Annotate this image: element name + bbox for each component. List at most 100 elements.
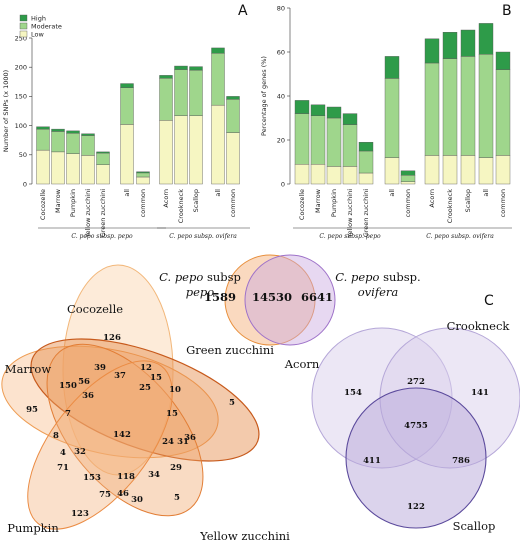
y-tick-label: 0 — [281, 180, 285, 188]
bar-low — [159, 120, 173, 185]
bar-moderate — [81, 135, 95, 156]
legend-swatch-moderate — [19, 22, 28, 30]
v5-count: 36 — [82, 391, 94, 401]
v5-count: 142 — [113, 430, 131, 440]
v5-count: 36 — [184, 433, 196, 443]
y-tick-label: 150 — [15, 93, 27, 101]
y-tick-label: 60 — [277, 48, 285, 56]
y-tick-label: 40 — [277, 92, 285, 100]
bar-low — [174, 115, 188, 185]
v3-crookneck-scallop: 786 — [452, 456, 470, 466]
v3-scallop-only: 122 — [407, 502, 425, 512]
venn-label-pepo: C. pepo subsp — [159, 270, 241, 284]
x-tick-label: all — [123, 189, 131, 197]
x-tick-label: Green zucchini — [99, 189, 107, 237]
venn-pumpkin — [27, 360, 173, 530]
v5-count: 25 — [139, 383, 151, 393]
v5-count: 126 — [103, 333, 121, 343]
x-tick-label: Cocozelle — [298, 189, 306, 220]
group-label-pepo-a: C. pepo subsp. pepo — [71, 233, 133, 240]
venn-cocozelle — [62, 264, 174, 476]
legend-high: High — [31, 15, 46, 23]
chart-b: 0 20 40 60 80 Percentage of genes (%) Cocozell… — [260, 4, 511, 239]
bar-low — [495, 155, 511, 185]
group-labels: C. pepo subsp. pepo C. pepo subsp. ovife… — [38, 227, 512, 240]
bar-low — [478, 157, 494, 185]
bar-low — [384, 157, 400, 185]
venn-three: Acorn Crookneck Scallop 154 272 141 4755… — [284, 319, 520, 533]
x-tick-label: Acorn — [428, 189, 436, 208]
v5-count: 15 — [150, 373, 162, 383]
bar-moderate — [442, 58, 458, 156]
bar-moderate — [424, 62, 440, 156]
venn-pepo-only: 1589 — [204, 290, 236, 304]
bar-moderate — [342, 124, 358, 167]
bar-low — [81, 155, 95, 185]
label-marrow: Marrow — [5, 362, 52, 376]
x-tick-label: common — [404, 189, 412, 217]
bar-high — [294, 100, 310, 114]
chart-a: 0 50 100 150 200 250 Number of SNPs (x 1000) Co… — [2, 34, 240, 239]
bar-moderate — [36, 128, 50, 151]
bar-low — [211, 104, 225, 185]
x-tick-label: Crookneck — [446, 189, 454, 223]
bar-moderate — [460, 56, 476, 156]
bar-moderate — [310, 115, 326, 165]
y-tick-label: 80 — [277, 4, 285, 12]
bar-low — [51, 151, 65, 185]
v5-count: 150 — [59, 381, 77, 391]
x-tick-label: Acorn — [162, 189, 170, 208]
label-acorn: Acorn — [284, 357, 320, 371]
bar-high — [174, 65, 188, 70]
v5-count: 153 — [83, 473, 101, 483]
v5-count: 29 — [170, 463, 182, 473]
label-scallop: Scallop — [453, 519, 496, 533]
venn-ovifera-only: 6641 — [301, 290, 333, 304]
venn-label-ovifera-2: ovifera — [358, 285, 399, 299]
bar-high — [460, 29, 476, 57]
v5-count: 7 — [65, 409, 71, 419]
venn-two: C. pepo subsp pepo C. pepo subsp. ovifer… — [159, 254, 421, 346]
bar-low — [460, 155, 476, 185]
x-tick-label: Scallop — [464, 189, 472, 212]
panel-label-a: A — [238, 3, 248, 19]
bar-low — [226, 132, 240, 185]
bar-moderate — [478, 54, 494, 158]
group-label-ovifera-a: C. pepo subsp. ovifera — [169, 233, 237, 240]
legend: High Moderate Low — [19, 15, 62, 39]
bar-high — [136, 171, 150, 174]
v5-count: 56 — [78, 377, 90, 387]
bar-low — [326, 166, 342, 185]
bar-high — [96, 151, 110, 154]
x-tick-label: Scallop — [192, 189, 200, 212]
label-cocozelle: Cocozelle — [67, 302, 123, 316]
group-label-ovifera-b: C. pepo subsp. ovifera — [426, 233, 494, 240]
v5-count: 34 — [148, 470, 160, 480]
v5-count: 75 — [99, 490, 111, 500]
bar-moderate — [136, 172, 150, 178]
bar-high — [384, 56, 400, 79]
y-axis-label: Percentage of genes (%) — [260, 56, 268, 136]
bar-high — [400, 170, 416, 176]
x-tick-label: all — [214, 189, 222, 197]
v5-count: 5 — [229, 398, 235, 408]
bar-low — [96, 164, 110, 185]
x-tick-label: Yellow zucchini — [346, 189, 354, 239]
x-tick-label: common — [229, 189, 237, 217]
v5-count: 15 — [166, 409, 178, 419]
bar-high — [310, 104, 326, 117]
bar-moderate — [96, 152, 110, 165]
group-label-pepo-b: C. pepo subsp. pepo — [319, 233, 381, 240]
venn-circle-pepo — [224, 254, 316, 346]
bar-high — [51, 128, 65, 132]
v5-count: 10 — [169, 385, 181, 395]
v5-count: 39 — [94, 363, 106, 373]
v5-count: 46 — [117, 489, 129, 499]
bar-moderate — [226, 99, 240, 133]
bar-high — [120, 83, 134, 88]
bar-low — [189, 115, 203, 185]
v5-count: 12 — [140, 363, 152, 373]
y-tick-label: 20 — [277, 136, 285, 144]
v5-count: 123 — [71, 509, 89, 519]
